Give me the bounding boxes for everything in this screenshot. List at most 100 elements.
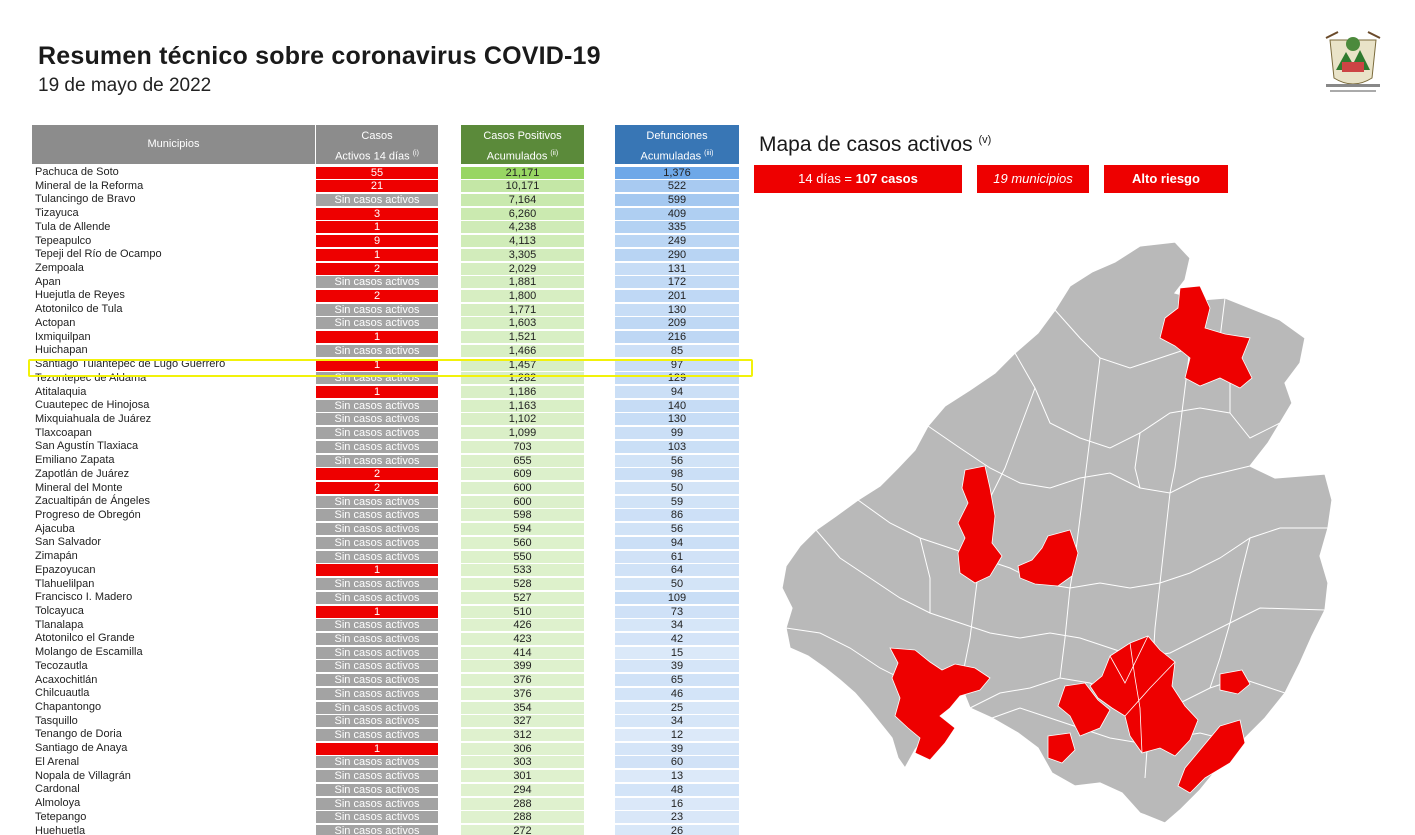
municipio-name: Cuautepec de Hinojosa bbox=[35, 399, 150, 412]
defunciones-cell: 522 bbox=[615, 180, 739, 193]
casos-activos-cell: Sin casos activos bbox=[316, 440, 438, 453]
defunciones-cell: 42 bbox=[615, 632, 739, 645]
municipio-name: Santiago Tulantepec de Lugo Guerrero bbox=[35, 358, 226, 371]
casos-activos-cell: 21 bbox=[316, 180, 438, 193]
casos-activos-cell: Sin casos activos bbox=[316, 344, 438, 357]
casos-activos-cell: Sin casos activos bbox=[316, 728, 438, 741]
casos-positivos-cell: 354 bbox=[461, 701, 584, 714]
casos-activos-cell: 1 bbox=[316, 605, 438, 618]
casos-positivos-cell: 376 bbox=[461, 674, 584, 687]
defunciones-cell: 201 bbox=[615, 289, 739, 302]
casos-positivos-cell: 594 bbox=[461, 523, 584, 536]
casos-activos-cell: Sin casos activos bbox=[316, 591, 438, 604]
defunciones-cell: 209 bbox=[615, 317, 739, 330]
header-casos-line1: Casos bbox=[361, 130, 393, 142]
casos-activos-cell: Sin casos activos bbox=[316, 770, 438, 783]
casos-activos-cell: Sin casos activos bbox=[316, 193, 438, 206]
defunciones-cell: 50 bbox=[615, 482, 739, 495]
defunciones-cell: 599 bbox=[615, 193, 739, 206]
casos-positivos-cell: 1,102 bbox=[461, 413, 584, 426]
header-municipios: Municipios bbox=[32, 125, 315, 164]
casos-activos-cell: 9 bbox=[316, 235, 438, 248]
casos-activos-cell: Sin casos activos bbox=[316, 536, 438, 549]
casos-positivos-cell: 655 bbox=[461, 454, 584, 467]
casos-positivos-cell: 6,260 bbox=[461, 207, 584, 220]
municipio-name: Atitalaquia bbox=[35, 385, 87, 398]
municipio-name: Mixquiahuala de Juárez bbox=[35, 412, 152, 425]
municipio-name: Tula de Allende bbox=[35, 220, 111, 233]
defunciones-cell: 85 bbox=[615, 344, 739, 357]
casos-positivos-cell: 423 bbox=[461, 632, 584, 645]
defunciones-cell: 39 bbox=[615, 660, 739, 673]
map-title-text: Mapa de casos activos bbox=[759, 133, 973, 156]
casos-activos-cell: Sin casos activos bbox=[316, 619, 438, 632]
defunciones-cell: 64 bbox=[615, 564, 739, 577]
municipio-name: Huehuetla bbox=[35, 824, 86, 835]
defunciones-cell: 99 bbox=[615, 427, 739, 440]
badge-risk: Alto riesgo bbox=[1104, 165, 1228, 193]
table-row: Santiago de Anaya 1 306 39 bbox=[32, 742, 740, 756]
casos-positivos-cell: 21,171 bbox=[461, 166, 584, 179]
municipio-name: Zempoala bbox=[35, 262, 84, 275]
defunciones-cell: 73 bbox=[615, 605, 739, 618]
defunciones-cell: 129 bbox=[615, 372, 739, 385]
municipio-name: Pachuca de Soto bbox=[35, 166, 119, 178]
header-casos-line2: Activos 14 días (i) bbox=[316, 145, 438, 166]
casos-positivos-cell: 426 bbox=[461, 619, 584, 632]
header-casos-positivos: Casos Positivos Acumulados (ii) bbox=[461, 125, 584, 164]
table-row: El Arenal Sin casos activos 303 60 bbox=[32, 756, 740, 770]
casos-positivos-cell: 703 bbox=[461, 440, 584, 453]
casos-positivos-cell: 598 bbox=[461, 509, 584, 522]
header-casos-activos: Casos Activos 14 días (i) bbox=[316, 125, 438, 164]
casos-activos-cell: Sin casos activos bbox=[316, 632, 438, 645]
municipio-name: Chilcuautla bbox=[35, 687, 90, 700]
badge-active-cases: 14 días = 107 casos bbox=[754, 165, 962, 193]
map-region-active bbox=[1177, 719, 1246, 794]
table-row: Atotonilco de Tula Sin casos activos 1,771… bbox=[32, 303, 740, 317]
municipio-name: Tasquillo bbox=[35, 714, 78, 727]
covid-municipios-table: Municipios Casos Activos 14 días (i) Cas… bbox=[32, 125, 740, 835]
header-defunciones: Defunciones Acumuladas (iii) bbox=[615, 125, 739, 164]
municipio-name: Mineral de la Reforma bbox=[35, 179, 144, 192]
defunciones-cell: 94 bbox=[615, 386, 739, 398]
casos-positivos-cell: 1,521 bbox=[461, 331, 584, 344]
badge-municipios: 19 municipios bbox=[977, 165, 1089, 193]
defunciones-cell: 46 bbox=[615, 687, 739, 700]
header-def-label: Acumuladas bbox=[640, 150, 702, 163]
casos-activos-cell: 1 bbox=[316, 248, 438, 261]
casos-activos-cell: Sin casos activos bbox=[316, 523, 438, 536]
casos-positivos-cell: 533 bbox=[461, 564, 584, 577]
casos-positivos-cell: 1,457 bbox=[461, 358, 584, 371]
casos-activos-cell: 2 bbox=[316, 262, 438, 275]
header-casos-note: (i) bbox=[412, 150, 419, 157]
table-body: Pachuca de Soto 55 21,171 1,376 Mineral de l… bbox=[32, 166, 740, 835]
casos-activos-cell: Sin casos activos bbox=[316, 811, 438, 824]
casos-positivos-cell: 7,164 bbox=[461, 193, 584, 206]
casos-positivos-cell: 4,113 bbox=[461, 235, 584, 248]
defunciones-cell: 140 bbox=[615, 399, 739, 412]
table-row: Ajacuba Sin casos activos 594 56 bbox=[32, 523, 740, 537]
defunciones-cell: 13 bbox=[615, 770, 739, 783]
table-row: Tlanalapa Sin casos activos 426 34 bbox=[32, 619, 740, 633]
defunciones-cell: 1,376 bbox=[615, 166, 739, 179]
municipio-name: Tezontepec de Aldama bbox=[35, 371, 147, 384]
map-region-active bbox=[1017, 529, 1079, 587]
table-row: Cuautepec de Hinojosa Sin casos activos 1,… bbox=[32, 399, 740, 413]
defunciones-cell: 97 bbox=[615, 358, 739, 371]
municipio-name: El Arenal bbox=[35, 755, 80, 768]
table-row: Pachuca de Soto 55 21,171 1,376 bbox=[32, 166, 740, 180]
casos-positivos-cell: 306 bbox=[461, 742, 584, 755]
defunciones-cell: 335 bbox=[615, 221, 739, 234]
defunciones-cell: 15 bbox=[615, 646, 739, 659]
casos-activos-cell: Sin casos activos bbox=[316, 687, 438, 700]
casos-positivos-cell: 1,099 bbox=[461, 427, 584, 440]
table-row: Santiago Tulantepec de Lugo Guerrero 1 1,4… bbox=[32, 358, 740, 372]
table-row: Huehuetla Sin casos activos 272 26 bbox=[32, 825, 740, 835]
table-row: Molango de Escamilla Sin casos activos 414… bbox=[32, 646, 740, 660]
casos-positivos-cell: 399 bbox=[461, 660, 584, 673]
municipio-name: Tenango de Doria bbox=[35, 728, 122, 741]
municipio-name: Actopan bbox=[35, 316, 76, 329]
table-row: San Salvador Sin casos activos 560 94 bbox=[32, 536, 740, 550]
table-row: Francisco I. Madero Sin casos activos 527 1… bbox=[32, 591, 740, 605]
table-row: Tulancingo de Bravo Sin casos activos 7,16… bbox=[32, 193, 740, 207]
